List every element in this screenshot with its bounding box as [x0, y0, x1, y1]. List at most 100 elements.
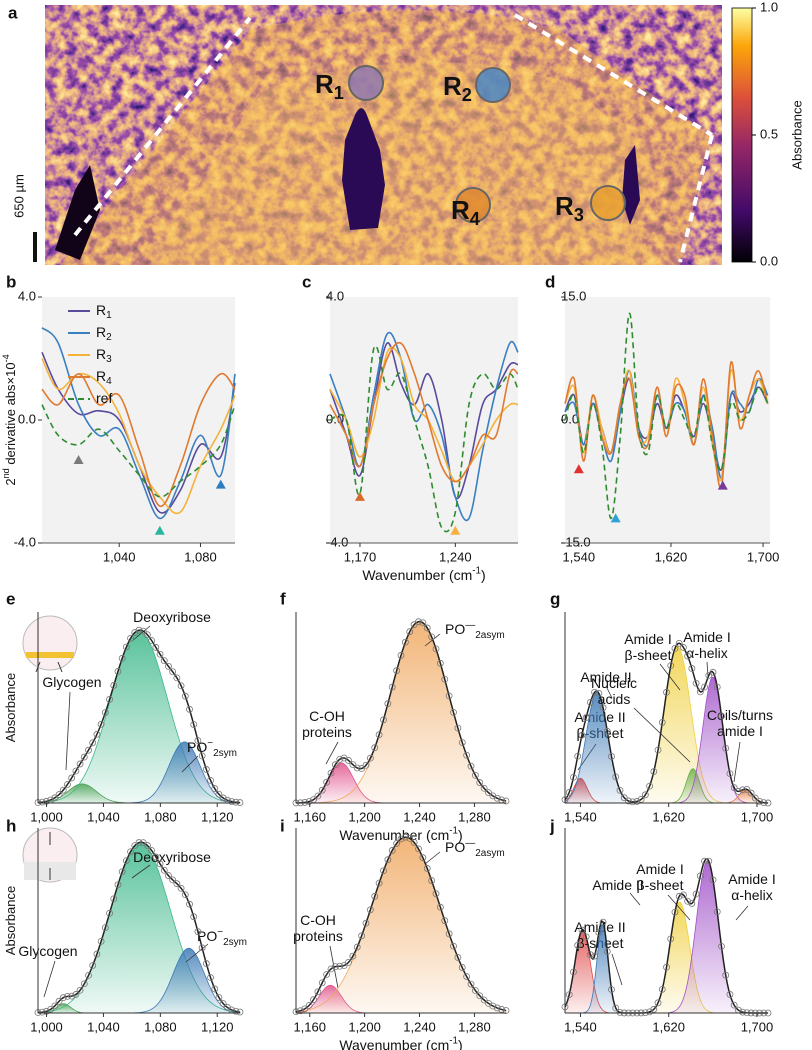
data-point	[80, 980, 88, 988]
data-point	[148, 637, 156, 644]
panel-letter: h	[6, 816, 16, 835]
data-point	[722, 971, 730, 979]
x-tick-label: 1,040	[103, 549, 136, 564]
data-point	[641, 791, 649, 799]
data-point	[310, 996, 317, 1004]
annotation-text: Amide I	[636, 861, 683, 877]
data-point	[345, 757, 352, 764]
data-point	[718, 943, 725, 950]
x-tick-label: 1,280	[458, 1019, 491, 1034]
data-point	[97, 937, 105, 945]
data-point	[608, 986, 615, 993]
annotation-leader	[706, 661, 709, 677]
data-point	[106, 696, 113, 703]
data-point	[114, 881, 122, 889]
data-point	[445, 692, 453, 700]
annotation-text: amide I	[717, 723, 763, 739]
data-point	[371, 892, 379, 900]
data-point	[718, 712, 725, 720]
data-point	[72, 991, 80, 998]
data-point	[152, 853, 160, 861]
annotation-leader	[424, 851, 441, 865]
annotation: proteins	[293, 928, 343, 944]
y-axis-label: Absorbance	[3, 673, 18, 742]
data-point	[388, 683, 396, 691]
peak-marker	[73, 454, 84, 464]
data-point	[578, 731, 586, 739]
series-line	[41, 404, 236, 498]
annotation-text: Amide I	[728, 871, 775, 887]
data-point	[384, 700, 392, 708]
series-line	[41, 358, 236, 515]
data-point	[331, 761, 339, 769]
data-point	[93, 730, 101, 738]
data-point	[436, 903, 444, 911]
peak-marker	[215, 479, 226, 489]
plot-area	[42, 297, 235, 543]
data-point	[502, 1007, 510, 1014]
annotation: C-OH	[300, 912, 336, 928]
annotation: β-sheet	[625, 647, 672, 663]
x-tick-label: 1,120	[201, 809, 234, 824]
annotation-text: Amide I	[624, 631, 671, 647]
label-text: )	[458, 1037, 463, 1050]
data-point	[747, 789, 755, 797]
legend-label: ref	[96, 390, 112, 406]
data-point	[114, 668, 122, 675]
data-point	[68, 992, 76, 1000]
data-point	[362, 919, 370, 927]
data-point	[458, 964, 466, 971]
data-point	[654, 746, 662, 754]
x-tick-label: 1,160	[293, 809, 326, 824]
annotation-sub: 2asym	[475, 630, 504, 641]
data-point	[406, 628, 414, 636]
fit-line	[37, 841, 241, 1014]
annotation-text: Amide I	[683, 629, 730, 645]
data-point	[423, 624, 431, 632]
data-point	[432, 890, 440, 898]
data-point	[701, 683, 708, 691]
annotation: C-OH	[309, 708, 345, 724]
data-point	[207, 776, 214, 784]
data-point	[663, 688, 670, 696]
data-point	[485, 789, 492, 797]
data-point	[599, 918, 607, 926]
data-point	[565, 789, 573, 796]
annotation: Amide II	[580, 669, 631, 685]
data-point	[450, 942, 457, 950]
data-point	[186, 900, 193, 908]
data-point	[345, 958, 352, 966]
data-point	[384, 856, 392, 864]
data-point	[110, 895, 118, 903]
panel-letter: g	[550, 589, 560, 608]
x-tick-label: 1,540	[564, 1019, 597, 1034]
annotation-sub: 2sym	[213, 748, 237, 759]
data-point	[629, 798, 637, 806]
data-point	[574, 752, 582, 760]
data-point	[595, 929, 603, 937]
annotation-leader	[633, 707, 691, 763]
data-point	[160, 866, 168, 874]
label-script: 4	[470, 209, 481, 229]
label-script: -1	[449, 1035, 458, 1046]
annotation-leader	[325, 741, 339, 765]
data-point	[101, 924, 109, 932]
data-point	[194, 928, 202, 936]
data-point	[401, 638, 409, 646]
data-point	[570, 968, 577, 976]
data-point	[371, 744, 379, 752]
data-point	[458, 739, 466, 746]
data-point	[432, 645, 440, 653]
annotation: Amide II	[592, 877, 643, 893]
data-point	[713, 683, 721, 691]
data-point	[219, 1000, 227, 1007]
data-point	[692, 890, 700, 898]
data-point	[489, 792, 497, 800]
data-point	[730, 784, 738, 792]
x-tick-label: 1,620	[652, 809, 685, 824]
data-point	[476, 992, 484, 1000]
data-point	[211, 785, 219, 792]
data-point	[696, 872, 704, 880]
data-point	[177, 682, 185, 690]
legend-sub: 2	[106, 332, 112, 343]
